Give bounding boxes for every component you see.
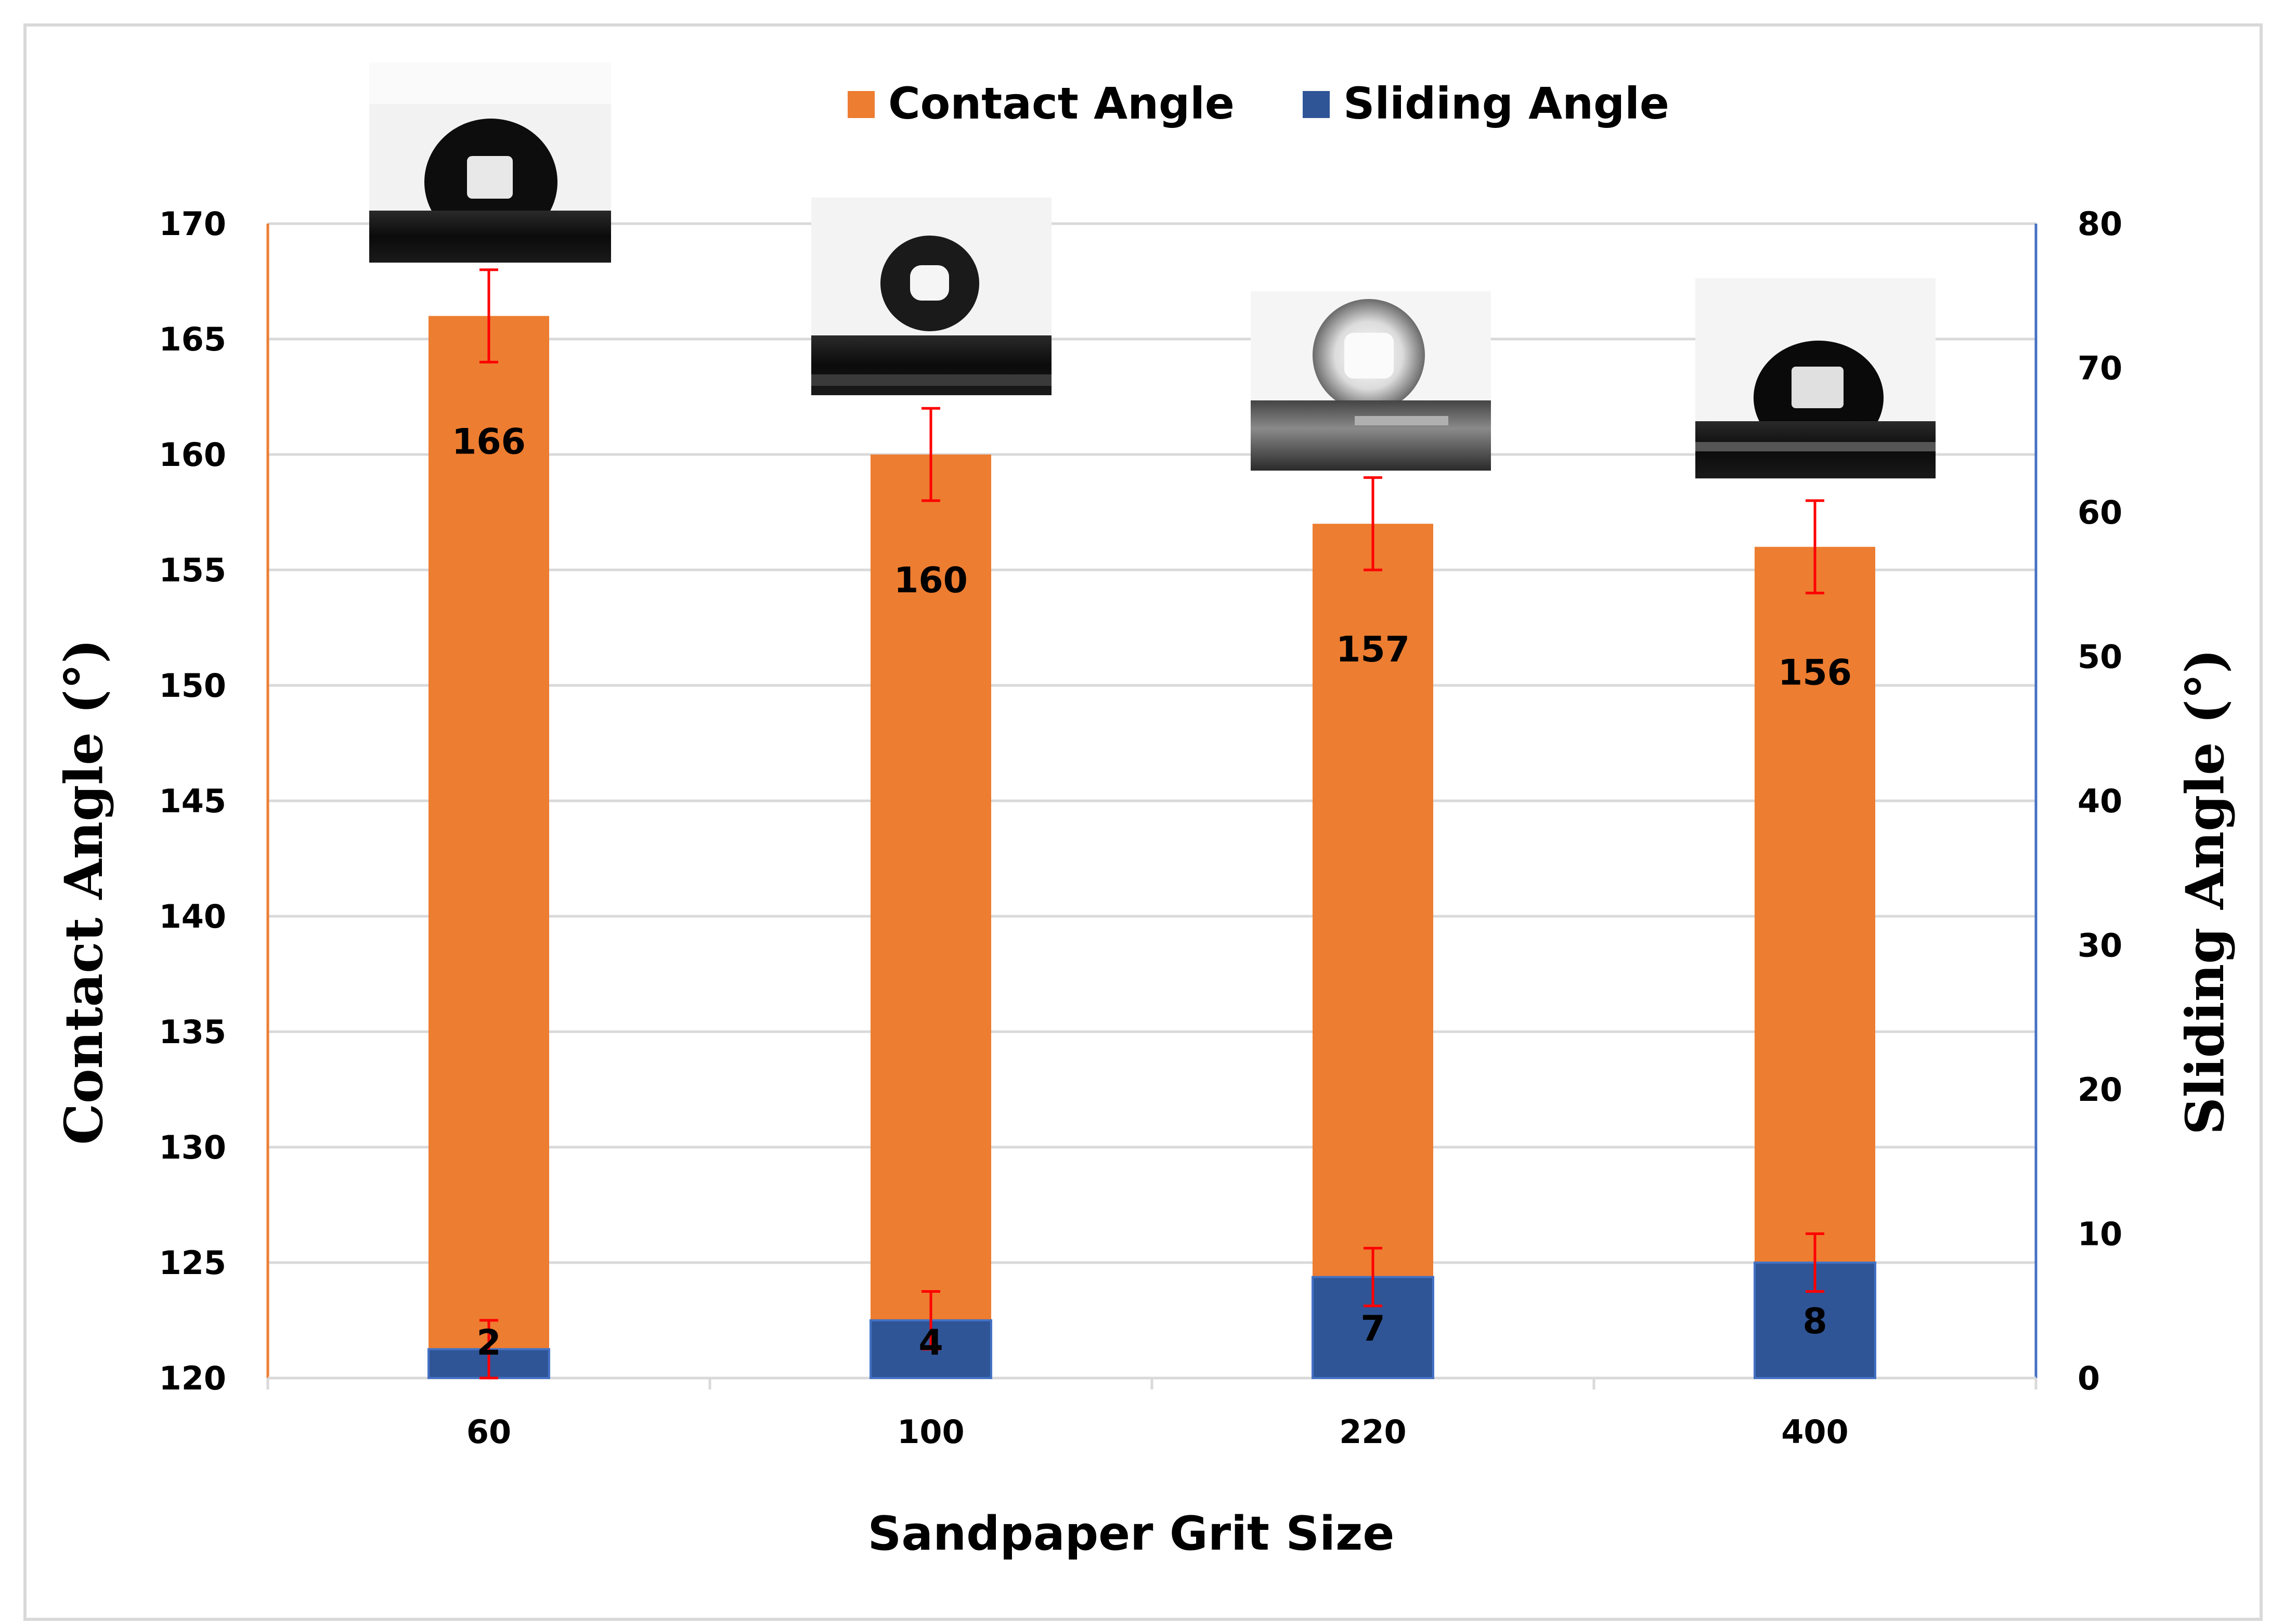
- gridlines: [268, 222, 2036, 1264]
- legend: Contact Angle Sliding Angle: [848, 78, 1669, 129]
- x-tick-label: 60: [466, 1413, 511, 1451]
- y2-tick-label: 0: [2078, 1359, 2100, 1397]
- bar-contact-angle: [429, 316, 549, 1378]
- y2-tick-label: 40: [2078, 782, 2122, 820]
- data-label-contact-angle: 157: [1336, 629, 1410, 670]
- y2-tick-label: 60: [2078, 493, 2122, 531]
- data-label-sliding-angle: 7: [1360, 1308, 1385, 1349]
- y-tick-label: 145: [159, 782, 226, 820]
- data-label-contact-angle: 160: [894, 560, 968, 601]
- bars: [427, 316, 1876, 1379]
- y-axis-title: Contact Angle (°) Sliding Angle (°): [53, 639, 2236, 1145]
- y-tick-label: 120: [159, 1359, 226, 1397]
- legend-swatch-contact-angle: [848, 91, 875, 118]
- data-label-sliding-angle: 4: [918, 1322, 943, 1363]
- error-bars: [479, 268, 1824, 1380]
- y2-tick-label: 80: [2078, 205, 2122, 243]
- y-tick-label: 170: [159, 205, 226, 243]
- y2-tick-label: 30: [2078, 927, 2122, 965]
- y2-tick-label: 70: [2078, 349, 2122, 387]
- x-tick-label: 100: [897, 1413, 964, 1451]
- y-tick-label: 135: [159, 1013, 226, 1051]
- data-label-sliding-angle: 8: [1802, 1301, 1827, 1342]
- x-tick-label: 400: [1781, 1413, 1848, 1451]
- y2-tick-label: 20: [2078, 1071, 2122, 1109]
- y2-tick-label: 10: [2078, 1215, 2122, 1253]
- droplet-photo: [1251, 291, 1491, 471]
- y-axis-title-left: Contact Angle (°): [53, 639, 114, 1145]
- legend-label-contact-angle: Contact Angle: [888, 78, 1235, 129]
- droplet-photo: [369, 62, 611, 263]
- y2-tick-label: 50: [2078, 638, 2122, 676]
- data-label-sliding-angle: 2: [476, 1322, 501, 1363]
- data-label-contact-angle: 156: [1778, 653, 1852, 694]
- x-tick-label: 220: [1339, 1413, 1406, 1451]
- bar-contact-angle: [871, 454, 991, 1378]
- y-tick-label: 140: [159, 898, 226, 936]
- y-axis-title-right: Sliding Angle (°): [2174, 649, 2236, 1135]
- chart-border: [23, 23, 2263, 1621]
- legend-swatch-sliding-angle: [1303, 91, 1330, 118]
- y-tick-label: 165: [159, 320, 226, 358]
- legend-label-sliding-angle: Sliding Angle: [1343, 78, 1669, 129]
- droplet-photo: [811, 198, 1052, 395]
- droplet-photo: [1695, 278, 1936, 478]
- y-tick-label: 155: [159, 551, 226, 589]
- bar-contact-angle: [1313, 524, 1433, 1379]
- y-tick-label: 125: [159, 1244, 226, 1282]
- y-tick-label: 150: [159, 667, 226, 705]
- data-labels: 166 2 160 4 157 7 156 8: [452, 422, 1852, 1363]
- y-tick-label: 160: [159, 436, 226, 474]
- data-label-contact-angle: 166: [452, 422, 526, 463]
- axes: 120 125 130 135 140 145 150 155 160 165 170 0 10 20 30…: [159, 205, 2123, 1451]
- x-axis-title: Sandpaper Grit Size: [868, 1506, 1395, 1561]
- y-tick-label: 130: [159, 1128, 226, 1166]
